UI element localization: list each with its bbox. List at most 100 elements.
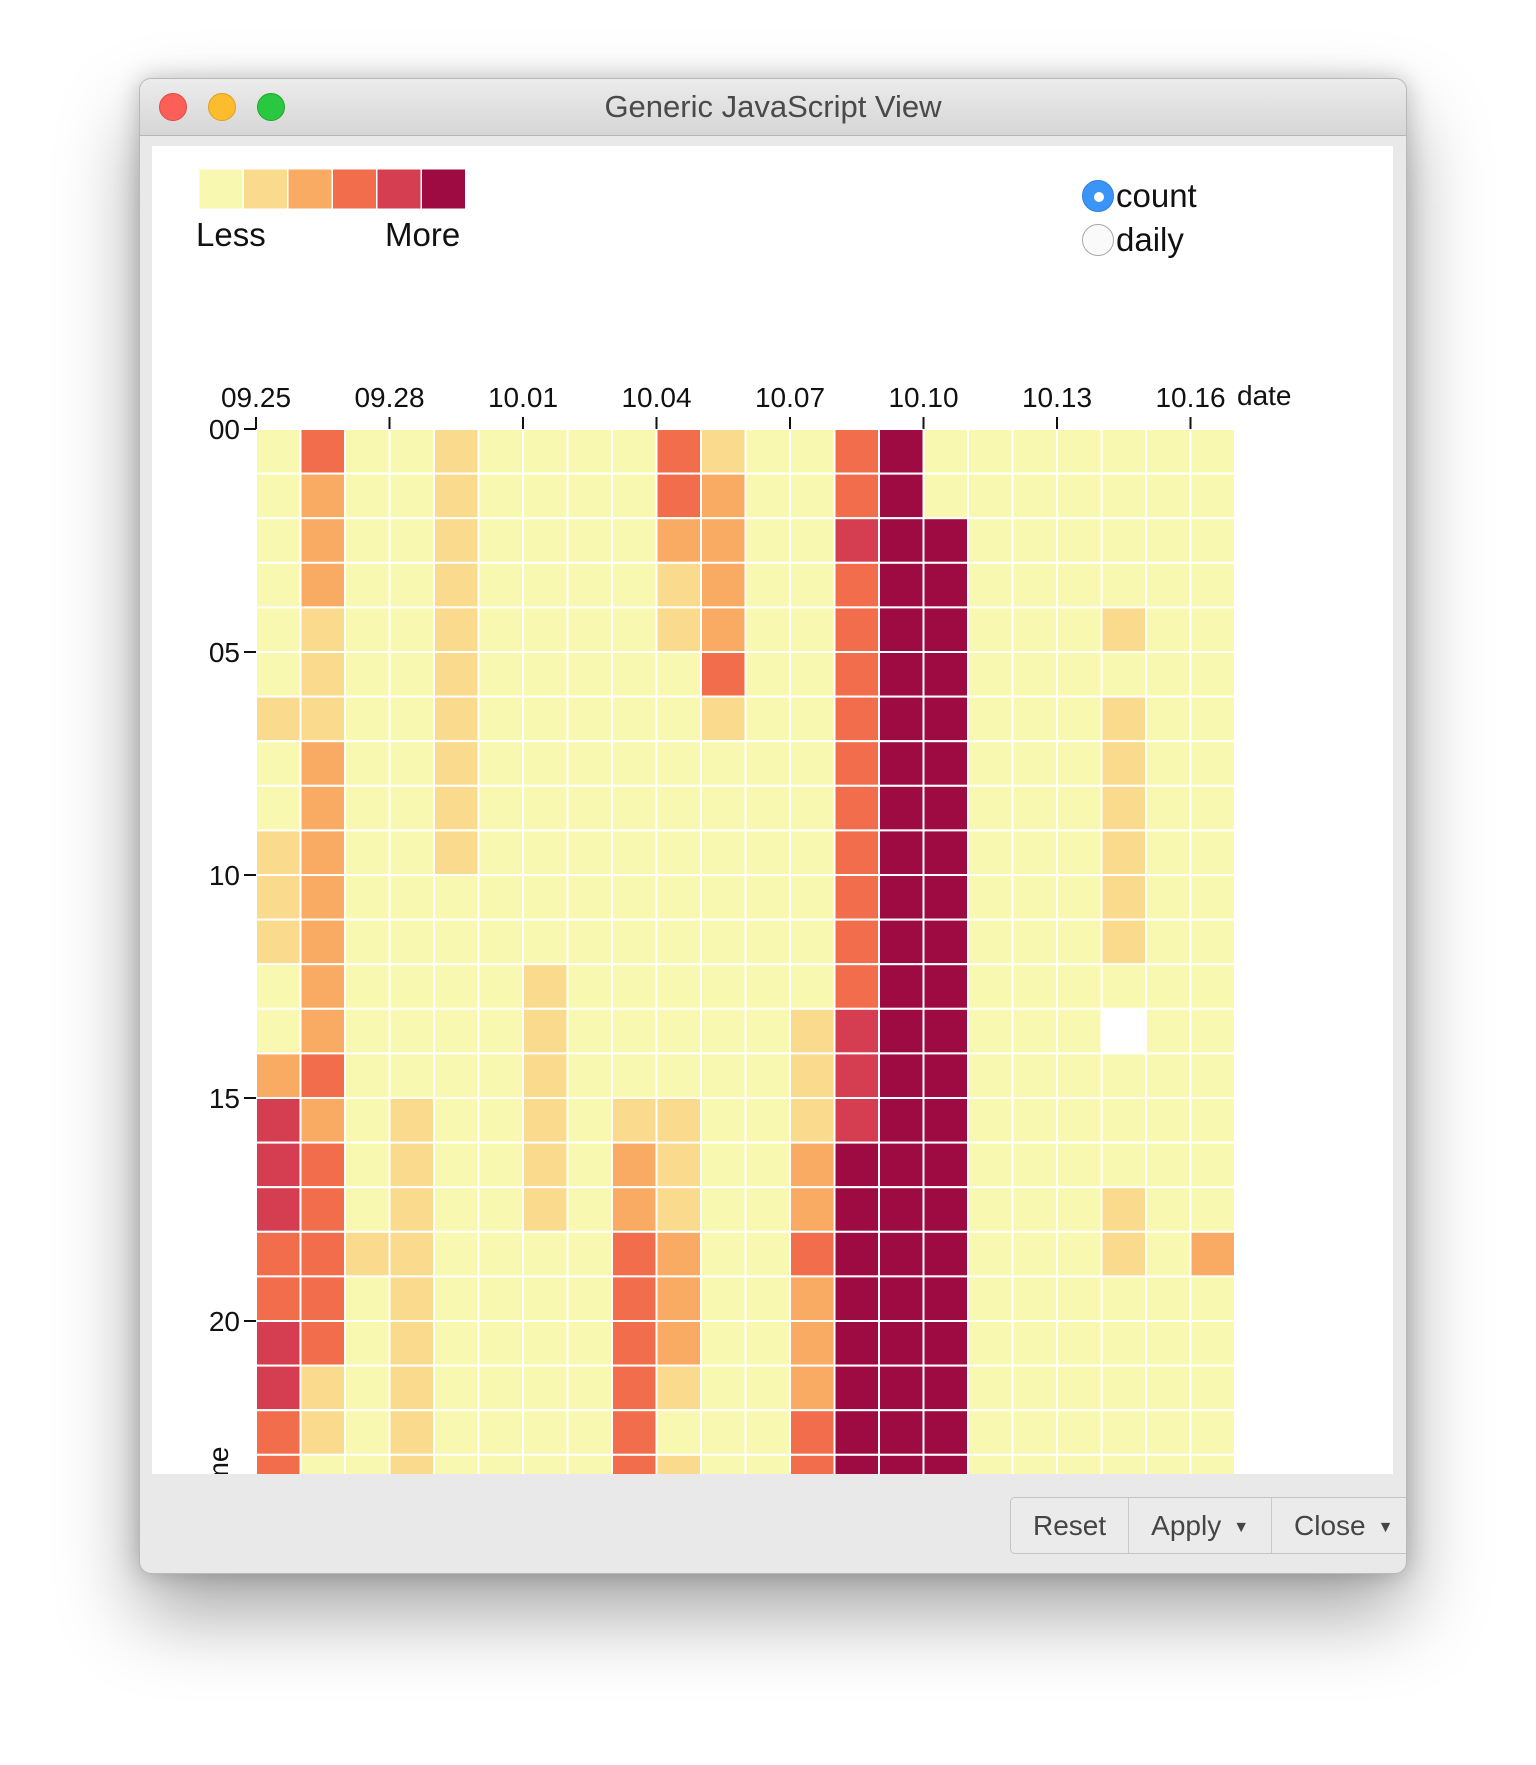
heatmap-cell: [744, 874, 791, 921]
heatmap-cell: [522, 1052, 569, 1100]
heatmap-cell: [566, 1453, 613, 1474]
heatmap-cell: [299, 561, 346, 609]
heatmap-cell: [700, 428, 747, 475]
heatmap-cell: [388, 1275, 435, 1323]
radio-option-count[interactable]: count: [1082, 174, 1197, 218]
heatmap-cell: [611, 1052, 658, 1100]
heatmap-cell: [388, 1453, 435, 1474]
heatmap-cell: [1100, 829, 1147, 877]
heatmap-cell: [878, 1052, 925, 1100]
heatmap-cell: [1189, 1230, 1236, 1278]
heatmap-cell: [700, 1364, 747, 1412]
heatmap-cell: [1056, 1320, 1103, 1367]
heatmap-cell: [299, 918, 346, 966]
heatmap-cell: [1145, 1453, 1192, 1474]
close-button[interactable]: Close ▼: [1272, 1498, 1406, 1553]
heatmap-cell: [611, 1320, 658, 1367]
heatmap-cell: [744, 918, 791, 966]
heatmap-cell: [878, 1409, 925, 1456]
radio-daily-label: daily: [1116, 221, 1184, 258]
heatmap-cell: [566, 1141, 613, 1189]
heatmap-cell: [1011, 1320, 1058, 1367]
heatmap-cell: [700, 1409, 747, 1456]
heatmap-cell: [255, 1097, 302, 1144]
heatmap-cell: [1100, 740, 1147, 787]
heatmap-cell: [1145, 1186, 1192, 1233]
heatmap-cell: [700, 874, 747, 921]
zoom-window-button[interactable]: [257, 93, 285, 121]
heatmap-cell: [1100, 1275, 1147, 1323]
heatmap-cell: [878, 963, 925, 1010]
heatmap-cell: [1056, 428, 1103, 475]
heatmap-cell: [1011, 918, 1058, 966]
heatmap-cell: [655, 1052, 702, 1100]
heatmap-cell: [255, 561, 302, 609]
y-tick-label: 05: [209, 637, 240, 668]
heatmap-cell: [1189, 606, 1236, 653]
heatmap-cell: [299, 695, 346, 743]
heatmap-cell: [967, 1097, 1014, 1144]
heatmap-cell: [255, 740, 302, 787]
heatmap-cell: [299, 1007, 346, 1055]
heatmap-cell: [1145, 517, 1192, 564]
heatmap-cell: [1189, 472, 1236, 520]
heatmap-cell: [611, 1453, 658, 1474]
heatmap-cell: [344, 561, 391, 609]
heatmap-cell: [1056, 606, 1103, 653]
heatmap-cell: [922, 695, 969, 743]
apply-button[interactable]: Apply ▼: [1129, 1498, 1273, 1553]
heatmap-cell: [655, 651, 702, 698]
heatmap-cell: [833, 1275, 880, 1323]
heatmap-cell: [1145, 1141, 1192, 1189]
heatmap-cell: [700, 1007, 747, 1055]
heatmap-cell: [744, 1230, 791, 1278]
heatmap-cell: [611, 428, 658, 475]
heatmap-cell: [344, 1320, 391, 1367]
radio-daily-button[interactable]: [1082, 224, 1114, 256]
heatmap-cell: [611, 1275, 658, 1323]
heatmap-cell: [344, 1409, 391, 1456]
heatmap-cell: [833, 428, 880, 475]
heatmap-cell: [922, 517, 969, 564]
heatmap-cell: [299, 1453, 346, 1474]
heatmap-cell: [1189, 561, 1236, 609]
heatmap-cell: [1011, 784, 1058, 832]
heatmap-cell: [789, 1409, 836, 1456]
heatmap-cell: [1011, 561, 1058, 609]
heatmap-cell: [833, 651, 880, 698]
heatmap-cell: [566, 651, 613, 698]
heatmap-cell: [1011, 1453, 1058, 1474]
heatmap-cell: [744, 784, 791, 832]
heatmap-cell: [1056, 695, 1103, 743]
heatmap-cell: [1056, 1409, 1103, 1456]
heatmap-cell: [655, 606, 702, 653]
reset-button[interactable]: Reset: [1011, 1498, 1130, 1553]
heatmap-cell: [433, 1052, 480, 1100]
heatmap-cell: [566, 428, 613, 475]
heatmap-cell: [1056, 918, 1103, 966]
heatmap-cell: [522, 1409, 569, 1456]
heatmap-cell: [967, 517, 1014, 564]
heatmap-cell: [1145, 963, 1192, 1010]
heatmap-cell: [833, 1007, 880, 1055]
heatmap-cell: [1145, 428, 1192, 475]
radio-option-daily[interactable]: daily: [1082, 218, 1197, 262]
heatmap-cell: [388, 963, 435, 1010]
minimize-window-button[interactable]: [208, 93, 236, 121]
heatmap-cell: [388, 428, 435, 475]
heatmap-cell: [566, 1409, 613, 1456]
heatmap-cell: [522, 918, 569, 966]
heatmap-cell: [878, 1453, 925, 1474]
heatmap-cell: [299, 606, 346, 653]
heatmap-cell: [255, 1409, 302, 1456]
heatmap-cell: [344, 1453, 391, 1474]
close-window-button[interactable]: [159, 93, 187, 121]
heatmap-cell: [388, 1052, 435, 1100]
radio-count-button[interactable]: [1082, 180, 1114, 212]
heatmap-cell: [700, 517, 747, 564]
apply-dropdown-caret-icon: ▼: [1233, 1519, 1250, 1537]
heatmap-cell: [611, 1409, 658, 1456]
heatmap-cell: [477, 1007, 524, 1055]
heatmap-cell: [922, 918, 969, 966]
heatmap-cell: [1011, 1409, 1058, 1456]
